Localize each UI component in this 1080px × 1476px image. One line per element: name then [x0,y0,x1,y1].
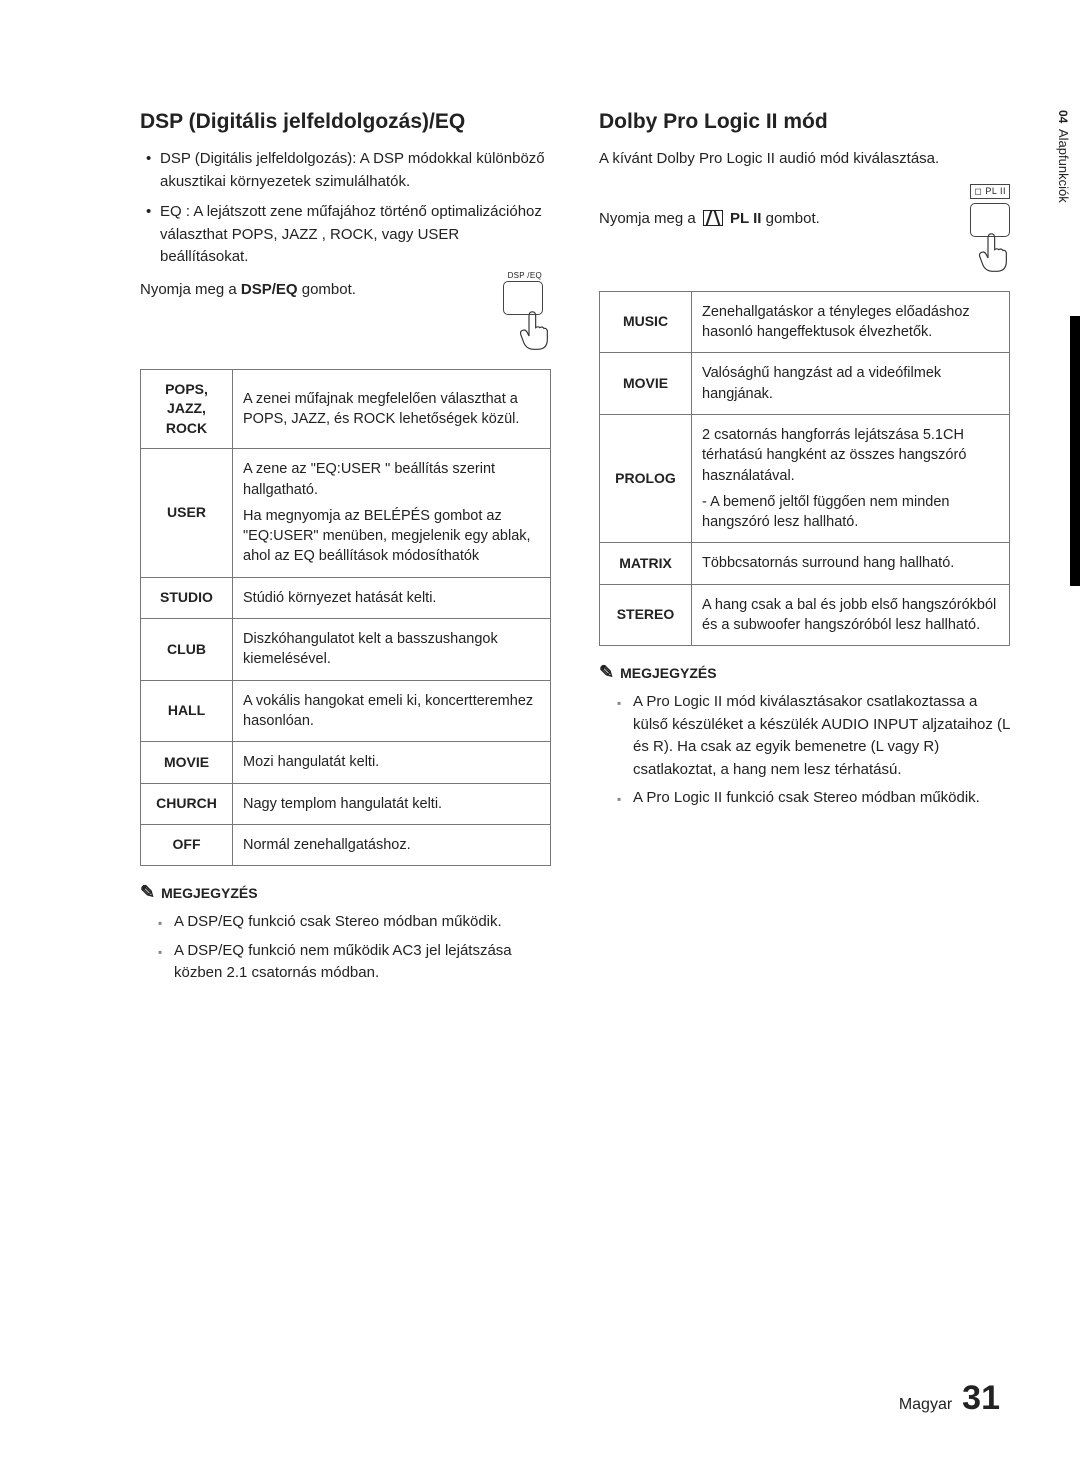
mode-desc-main: 2 csatornás hangforrás lejátszása 5.1CH … [702,425,999,486]
dolby-heading: Dolby Pro Logic II mód [599,110,1010,134]
table-row: MUSIC Zenehallgatáskor a tényleges előad… [600,291,1010,353]
table-row: CHURCH Nagy templom hangulatát kelti. [141,783,551,824]
dsp-modes-table: POPS, JAZZ, ROCK A zenei műfajnak megfel… [140,369,551,867]
mode-label: OFF [141,824,233,865]
side-tab: 04 Alapfunkciók [1056,110,1080,290]
dolby-press-suffix: gombot. [761,210,819,227]
table-row: CLUB Diszkóhangulatot kelt a basszushang… [141,619,551,681]
footer-lang: Magyar [899,1396,952,1414]
mode-desc: Mozi hangulatát kelti. [233,742,551,783]
dolby-intro: A kívánt Dolby Pro Logic II audió mód ki… [599,148,1010,170]
mode-desc: A hang csak a bal és jobb első hangszóró… [692,584,1010,646]
dsp-note-list: A DSP/EQ funkció csak Stereo módban műkö… [140,911,551,985]
table-row: MOVIE Mozi hangulatát kelti. [141,742,551,783]
mode-label: CLUB [141,619,233,681]
left-column: DSP (Digitális jelfeldolgozás)/EQ DSP (D… [140,110,551,991]
mode-label: STEREO [600,584,692,646]
dsp-note-1: A DSP/EQ funkció csak Stereo módban műkö… [158,911,551,934]
table-row: STEREO A hang csak a bal és jobb első ha… [600,584,1010,646]
mode-label: POPS, JAZZ, ROCK [141,369,233,449]
dsp-press-button: DSP/EQ [241,281,298,298]
mode-desc: Normál zenehallgatáshoz. [233,824,551,865]
plii-button-icon [703,210,723,226]
table-row: MOVIE Valósághű hangzást ad a videófilme… [600,353,1010,415]
dsp-bullet-1: DSP (Digitális jelfeldolgozás): A DSP mó… [146,148,551,193]
dsp-press-instruction: Nyomja meg a DSP/EQ gombot. [140,281,356,298]
mode-desc: A vokális hangokat emeli ki, koncerttere… [233,680,551,742]
chapter-title: Alapfunkciók [1056,129,1071,203]
dsp-press-suffix: gombot. [298,281,356,298]
dsp-note-heading: ✎ MEGJEGYZÉS [140,882,551,903]
mode-desc: Valósághű hangzást ad a videófilmek hang… [692,353,1010,415]
table-row: POPS, JAZZ, ROCK A zenei műfajnak megfel… [141,369,551,449]
dsp-note-2: A DSP/EQ funkció nem működik AC3 jel lej… [158,940,551,985]
mode-desc: 2 csatornás hangforrás lejátszása 5.1CH … [692,414,1010,542]
chapter-number: 04 [1056,110,1070,123]
dsp-press-prefix: Nyomja meg a [140,281,241,298]
note-icon: ✎ [599,662,614,683]
mode-label: USER [141,449,233,577]
dsp-bullets: DSP (Digitális jelfeldolgozás): A DSP mó… [140,148,551,269]
dolby-press-instruction: Nyomja meg a PL II gombot. [599,210,820,227]
dsp-button-tiny-label: DSP /EQ [508,271,542,280]
dsp-button-graphic: DSP /EQ [495,281,551,351]
note-heading-text: MEGJEGYZÉS [161,885,257,901]
table-row: STUDIO Stúdió környezet hatását kelti. [141,577,551,618]
mode-desc: Zenehallgatáskor a tényleges előadáshoz … [692,291,1010,353]
mode-desc: Nagy templom hangulatát kelti. [233,783,551,824]
dolby-note-heading: ✎ MEGJEGYZÉS [599,662,1010,683]
dsp-heading: DSP (Digitális jelfeldolgozás)/EQ [140,110,551,134]
mode-desc-b: Ha megnyomja az BELÉPÉS gombot az "EQ:US… [243,506,540,567]
right-column: Dolby Pro Logic II mód A kívánt Dolby Pr… [599,110,1010,991]
mode-desc: Többcsatornás surround hang hallható. [692,543,1010,584]
dolby-press-prefix: Nyomja meg a [599,210,700,227]
mode-label: MATRIX [600,543,692,584]
table-row: HALL A vokális hangokat emeli ki, koncer… [141,680,551,742]
plii-button-box [970,203,1010,237]
table-row: MATRIX Többcsatornás surround hang hallh… [600,543,1010,584]
dolby-note-1: A Pro Logic II mód kiválasztásakor csatl… [617,691,1010,781]
mode-desc: A zene az "EQ:USER " beállítás szerint h… [233,449,551,577]
mode-label: PROLOG [600,414,692,542]
mode-label: STUDIO [141,577,233,618]
table-row: PROLOG 2 csatornás hangforrás lejátszása… [600,414,1010,542]
note-heading-text: MEGJEGYZÉS [620,665,716,681]
dolby-note-list: A Pro Logic II mód kiválasztásakor csatl… [599,691,1010,810]
footer-page-number: 31 [962,1379,1000,1418]
plii-top-label: ◻ PL II [970,184,1010,199]
table-row: USER A zene az "EQ:USER " beállítás szer… [141,449,551,577]
pointing-hand-icon [976,233,1010,273]
dolby-modes-table: MUSIC Zenehallgatáskor a tényleges előad… [599,291,1010,647]
mode-label: CHURCH [141,783,233,824]
mode-label: MOVIE [600,353,692,415]
mode-label: MUSIC [600,291,692,353]
dsp-button-icon: DSP /EQ [503,281,543,315]
dolby-press-button: PL II [730,210,761,227]
mode-desc: Stúdió környezet hatását kelti. [233,577,551,618]
pointing-hand-icon [517,311,551,351]
dolby-button-graphic: ◻ PL II [954,184,1010,273]
page-edge-marker [1070,316,1080,586]
mode-desc: A zenei műfajnak megfelelően választhat … [233,369,551,449]
mode-desc-sub: A bemenő jeltől függően nem minden hangs… [702,492,999,533]
mode-desc-a: A zene az "EQ:USER " beállítás szerint h… [243,459,540,500]
mode-label: MOVIE [141,742,233,783]
page-footer: Magyar 31 [899,1379,1000,1418]
mode-label: HALL [141,680,233,742]
dolby-note-2: A Pro Logic II funkció csak Stereo módba… [617,787,1010,810]
table-row: OFF Normál zenehallgatáshoz. [141,824,551,865]
mode-desc: Diszkóhangulatot kelt a basszushangok ki… [233,619,551,681]
dsp-bullet-2: EQ : A lejátszott zene műfajához történő… [146,201,551,269]
note-icon: ✎ [140,882,155,903]
